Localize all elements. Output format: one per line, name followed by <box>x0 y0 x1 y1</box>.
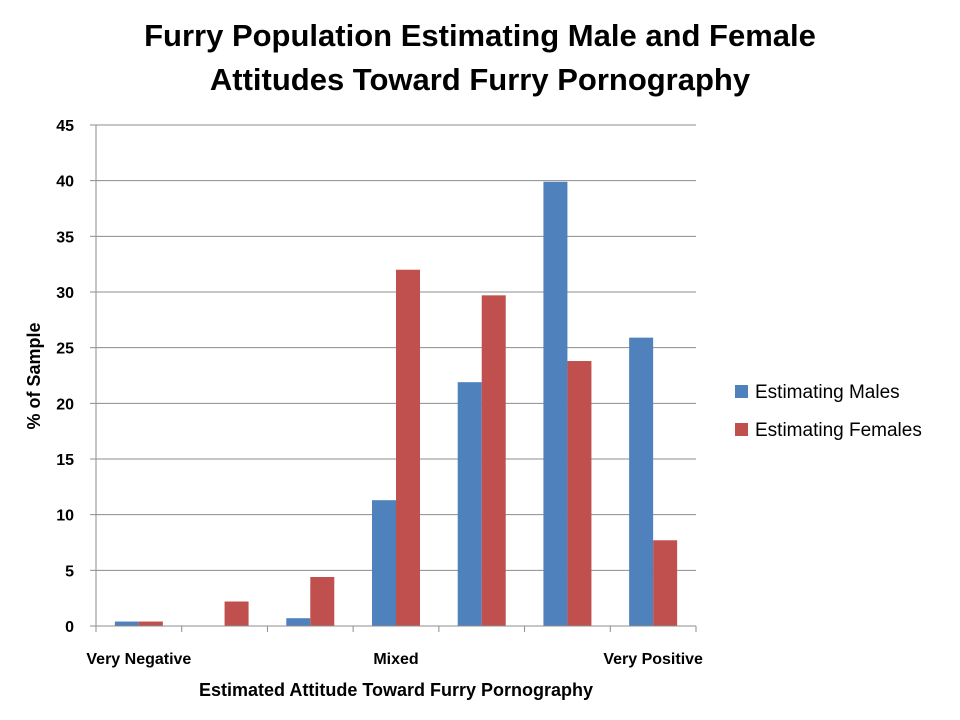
chart-title-line-2: Attitudes Toward Furry Pornography <box>209 62 751 97</box>
x-tick-labels: Very Negative Mixed Very Positive <box>86 651 703 668</box>
bar-males-3 <box>286 618 311 626</box>
bar-females-5 <box>481 295 506 626</box>
legend-swatch-males <box>735 385 748 398</box>
legend: Estimating Males Estimating Females <box>735 382 922 441</box>
x-tick-label: Very Positive <box>603 651 703 668</box>
y-tick-label: 30 <box>56 285 74 302</box>
bar-females-2 <box>224 601 249 626</box>
y-tick-label: 20 <box>56 396 74 413</box>
y-tick-label: 25 <box>56 341 74 358</box>
x-tick-label: Very Negative <box>86 651 191 668</box>
bar-females-1 <box>138 621 163 626</box>
y-tick-label: 40 <box>56 174 74 191</box>
axes <box>90 124 697 632</box>
y-tick-label: 35 <box>56 229 74 246</box>
bar-males-4 <box>372 500 396 626</box>
bar-males-6 <box>543 181 568 626</box>
y-tick-label: 10 <box>56 508 74 525</box>
y-tick-labels: 0 5 10 15 20 25 30 35 40 45 <box>56 118 74 636</box>
bar-females-7 <box>653 540 678 626</box>
legend-label-females: Estimating Females <box>755 420 922 441</box>
x-tick-label: Mixed <box>373 651 418 668</box>
legend-label-males: Estimating Males <box>755 382 900 403</box>
bar-males-1 <box>114 621 139 626</box>
bars <box>114 181 678 626</box>
y-tick-label: 15 <box>56 452 74 469</box>
bar-females-6 <box>567 361 592 626</box>
y-tick-label: 45 <box>56 118 74 135</box>
bar-males-7 <box>629 337 654 626</box>
chart-title-line-1: Furry Population Estimating Male and Fem… <box>144 18 816 53</box>
x-axis-title: Estimated Attitude Toward Furry Pornogra… <box>199 680 593 700</box>
chart-title: Furry Population Estimating Male and Fem… <box>80 14 880 102</box>
bar-females-4 <box>396 269 420 626</box>
y-tick-label: 5 <box>65 563 74 580</box>
y-tick-label: 0 <box>65 619 74 636</box>
legend-swatch-females <box>735 423 748 436</box>
y-axis-title: % of Sample <box>24 322 44 429</box>
bar-females-3 <box>310 577 335 626</box>
bar-males-5 <box>457 382 482 626</box>
